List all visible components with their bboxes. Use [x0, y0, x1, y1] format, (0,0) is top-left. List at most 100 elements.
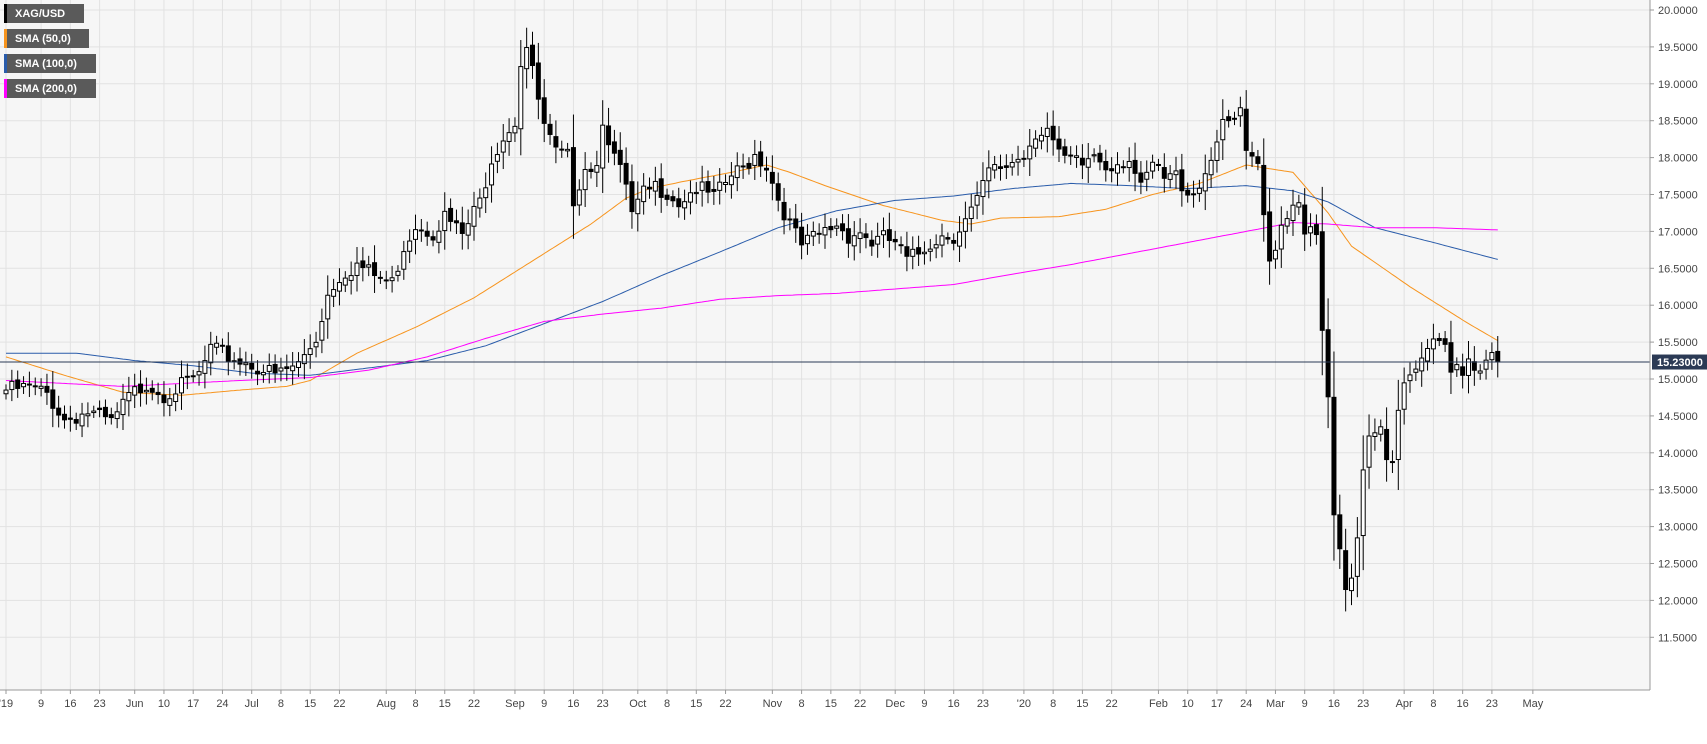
candle-body	[1191, 193, 1197, 196]
candle-body	[102, 406, 108, 418]
candle-body	[752, 153, 758, 166]
legend-item-sma200[interactable]: SMA (200,0)	[4, 79, 96, 98]
candle	[734, 152, 740, 192]
candle	[869, 230, 875, 256]
candle	[1448, 320, 1454, 394]
candle-body	[1471, 361, 1477, 371]
legend-item-sma100[interactable]: SMA (100,0)	[4, 54, 96, 73]
candle-body	[15, 379, 21, 389]
candle	[1360, 435, 1366, 571]
y-tick-label: 19.0000	[1658, 79, 1698, 91]
candle-body	[1319, 231, 1325, 331]
candle-body	[424, 230, 430, 237]
candle-body	[1419, 357, 1425, 372]
candle	[822, 213, 828, 249]
candle	[307, 334, 313, 369]
y-tick-label: 13.5000	[1658, 485, 1698, 497]
x-tick-label: Dec	[885, 698, 905, 710]
candle	[857, 218, 863, 254]
candle	[565, 142, 571, 158]
candle-body	[372, 262, 378, 277]
candle	[260, 364, 266, 383]
candle	[1103, 149, 1109, 182]
candle	[1009, 153, 1015, 176]
candle	[693, 182, 699, 204]
candle-body	[225, 345, 231, 363]
candle	[647, 177, 652, 199]
candle	[1284, 210, 1290, 234]
candle-body	[214, 342, 220, 348]
candle	[641, 173, 647, 215]
candle-body	[1448, 342, 1454, 373]
candle	[699, 165, 705, 207]
candle-body	[348, 275, 354, 281]
candle-body	[453, 220, 459, 224]
y-tick-label: 18.0000	[1658, 153, 1698, 165]
candle-body	[477, 197, 483, 209]
candle	[1144, 160, 1150, 192]
candle-body	[184, 375, 190, 378]
candle	[781, 187, 787, 235]
candle	[775, 172, 781, 212]
candle	[132, 373, 138, 409]
candle-body	[793, 218, 799, 229]
candle	[1454, 357, 1460, 377]
candle-body	[1436, 337, 1442, 342]
candle-body	[1349, 577, 1354, 592]
current-price-tag-box	[1652, 354, 1707, 370]
candle	[1021, 150, 1027, 168]
y-tick-label: 16.5000	[1658, 263, 1698, 275]
candle	[1033, 130, 1039, 157]
candle-body	[179, 377, 184, 394]
candle-body	[21, 382, 27, 388]
candle	[3, 384, 9, 400]
y-axis: 20.0000 19.5000 19.0000 18.5000 18.0000 17.50…	[1650, 5, 1698, 644]
candle-body	[401, 251, 407, 270]
candle	[1109, 157, 1115, 183]
candle-body	[377, 276, 383, 279]
candle-body	[418, 229, 424, 232]
legend-item-symbol[interactable]: XAG/USD	[4, 4, 84, 23]
candle-body	[32, 385, 38, 388]
legend-item-sma50[interactable]: SMA (50,0)	[4, 29, 89, 48]
x-tick-label: 17	[187, 698, 199, 710]
candle-body	[1460, 366, 1466, 376]
candle-body	[980, 180, 986, 198]
candle	[1132, 142, 1138, 192]
candle	[1413, 360, 1419, 381]
candle	[957, 216, 963, 262]
candle	[1015, 145, 1021, 176]
candle-body	[1144, 171, 1150, 180]
x-tick-label: 15	[1076, 698, 1088, 710]
candle-body	[629, 181, 635, 213]
candle-body	[1033, 138, 1039, 149]
candle-body	[149, 387, 155, 393]
candle	[255, 360, 261, 386]
candle-body	[465, 223, 471, 236]
candle	[208, 331, 214, 376]
candle-body	[1483, 359, 1489, 370]
candle	[916, 235, 922, 266]
candle	[623, 147, 629, 201]
candle	[898, 236, 904, 254]
candle	[1050, 110, 1056, 156]
candle	[1226, 109, 1232, 128]
candle	[1460, 353, 1466, 389]
candle	[1232, 111, 1237, 126]
candle	[138, 370, 144, 407]
candle-body	[1208, 159, 1214, 176]
candle-body	[1015, 158, 1021, 163]
candle-body	[1413, 368, 1419, 373]
candle-body	[1278, 224, 1284, 250]
x-tick-label: 22	[1106, 698, 1118, 710]
x-tick-label: May	[1522, 698, 1543, 710]
candle	[658, 163, 664, 213]
legend-swatch-icon	[4, 29, 7, 48]
candle-body	[67, 417, 73, 420]
candle-body	[641, 185, 647, 203]
candle-body	[828, 225, 834, 231]
sma-200-line	[5, 221, 1498, 387]
candle	[179, 360, 184, 410]
candle-body	[1161, 167, 1167, 179]
right-axis-background	[1650, 0, 1707, 690]
